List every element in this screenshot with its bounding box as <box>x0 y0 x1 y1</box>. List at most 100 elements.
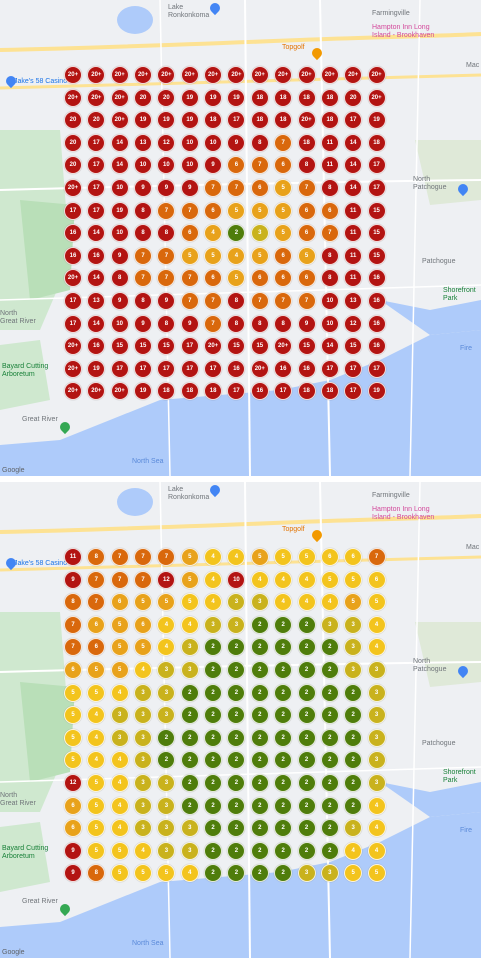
rank-dot[interactable]: 6 <box>110 593 129 612</box>
rank-dot[interactable]: 7 <box>180 292 199 310</box>
rank-dot[interactable]: 2 <box>320 796 339 815</box>
rank-dot[interactable]: 2 <box>274 751 293 770</box>
rank-dot[interactable]: 15 <box>367 224 386 243</box>
rank-dot[interactable]: 4 <box>110 796 129 815</box>
rank-dot[interactable]: 4 <box>110 683 129 702</box>
rank-dot[interactable]: 2 <box>204 638 223 657</box>
rank-dot[interactable]: 2 <box>227 224 246 243</box>
rank-dot[interactable]: 2 <box>274 819 293 838</box>
rank-dot[interactable]: 8 <box>320 179 339 197</box>
rank-dot[interactable]: 7 <box>204 314 223 333</box>
rank-dot[interactable]: 3 <box>134 683 153 702</box>
rank-dot[interactable]: 20+ <box>87 382 106 401</box>
rank-dot[interactable]: 8 <box>134 224 153 243</box>
rank-dot[interactable]: 6 <box>204 269 223 288</box>
rank-dot[interactable]: 3 <box>134 774 153 792</box>
rank-dot[interactable]: 17 <box>110 359 129 378</box>
rank-dot[interactable]: 16 <box>274 359 293 378</box>
rank-dot[interactable]: 2 <box>204 819 223 838</box>
rank-dot[interactable]: 11 <box>64 548 82 566</box>
rank-dot[interactable]: 3 <box>134 728 153 747</box>
rank-dot[interactable]: 9 <box>204 156 223 175</box>
rank-dot[interactable]: 2 <box>250 615 269 634</box>
rank-dot[interactable]: 3 <box>134 706 153 725</box>
rank-dot[interactable]: 8 <box>297 156 316 175</box>
rank-dot[interactable]: 7 <box>134 269 153 288</box>
rank-dot[interactable]: 20 <box>157 88 176 107</box>
rank-dot[interactable]: 4 <box>227 548 246 566</box>
rank-dot[interactable]: 8 <box>250 314 269 333</box>
rank-dot[interactable]: 4 <box>320 593 339 612</box>
rank-dot[interactable]: 3 <box>250 224 269 243</box>
rank-dot[interactable]: 3 <box>297 864 316 883</box>
rank-dot[interactable]: 9 <box>64 864 82 883</box>
rank-dot[interactable]: 20+ <box>110 88 129 107</box>
rank-dot[interactable]: 7 <box>250 156 269 175</box>
rank-dot[interactable]: 10 <box>320 292 339 310</box>
rank-dot[interactable]: 5 <box>134 864 153 883</box>
rank-dot[interactable]: 5 <box>157 593 176 612</box>
rank-dot[interactable]: 2 <box>320 683 339 702</box>
rank-dot[interactable]: 5 <box>297 246 316 265</box>
rank-dot[interactable]: 20+ <box>110 382 129 401</box>
rank-dot[interactable]: 5 <box>110 615 129 634</box>
rank-dot[interactable]: 3 <box>110 706 129 725</box>
rank-dot[interactable]: 5 <box>180 593 199 612</box>
rank-dot[interactable]: 5 <box>344 593 363 612</box>
rank-dot[interactable]: 18 <box>180 382 199 401</box>
rank-dot[interactable]: 2 <box>320 638 339 657</box>
rank-dot[interactable]: 11 <box>344 201 363 220</box>
rank-dot[interactable]: 2 <box>227 774 246 792</box>
rank-dot[interactable]: 18 <box>204 382 223 401</box>
rank-dot[interactable]: 2 <box>204 774 223 792</box>
rank-dot[interactable]: 5 <box>87 774 106 792</box>
rank-dot[interactable]: 4 <box>250 570 269 589</box>
rank-dot[interactable]: 12 <box>157 133 176 152</box>
rank-dot[interactable]: 3 <box>344 819 363 838</box>
rank-dot[interactable]: 6 <box>87 615 106 634</box>
rank-dot[interactable]: 18 <box>250 88 269 107</box>
rank-dot[interactable]: 6 <box>297 201 316 220</box>
rank-dot[interactable]: 11 <box>344 224 363 243</box>
rank-dot[interactable]: 20+ <box>64 382 82 401</box>
rank-dot[interactable]: 2 <box>274 864 293 883</box>
rank-dot[interactable]: 20+ <box>110 66 129 84</box>
rank-dot[interactable]: 4 <box>274 593 293 612</box>
rank-dot[interactable]: 4 <box>227 246 246 265</box>
rank-dot[interactable]: 5 <box>250 246 269 265</box>
rank-dot[interactable]: 10 <box>180 133 199 152</box>
rank-dot[interactable]: 20+ <box>134 66 153 84</box>
rank-dot[interactable]: 4 <box>87 728 106 747</box>
rank-dot[interactable]: 20 <box>64 156 82 175</box>
rank-dot[interactable]: 3 <box>110 728 129 747</box>
rank-dot[interactable]: 2 <box>227 661 246 679</box>
rank-dot[interactable]: 3 <box>344 615 363 634</box>
rank-dot[interactable]: 2 <box>320 841 339 860</box>
rank-dot[interactable]: 3 <box>157 683 176 702</box>
rank-dot[interactable]: 4 <box>367 841 386 860</box>
rank-dot[interactable]: 14 <box>87 224 106 243</box>
rank-dot[interactable]: 2 <box>274 706 293 725</box>
rank-dot[interactable]: 4 <box>204 570 223 589</box>
rank-dot[interactable]: 20+ <box>64 359 82 378</box>
rank-dot[interactable]: 6 <box>64 661 82 679</box>
rank-dot[interactable]: 17 <box>227 111 246 130</box>
rank-dot[interactable]: 5 <box>87 819 106 838</box>
rank-dot[interactable]: 20+ <box>64 88 82 107</box>
rank-dot[interactable]: 20+ <box>157 66 176 84</box>
place-label-shorefront[interactable]: Shorefront Park <box>443 287 476 302</box>
rank-dot[interactable]: 2 <box>250 661 269 679</box>
rank-dot[interactable]: 20+ <box>64 269 82 288</box>
rank-dot[interactable]: 8 <box>64 593 82 612</box>
rank-dot[interactable]: 8 <box>134 201 153 220</box>
rank-dot[interactable]: 4 <box>180 615 199 634</box>
rank-dot[interactable]: 17 <box>344 111 363 130</box>
rank-dot[interactable]: 5 <box>227 269 246 288</box>
rank-dot[interactable]: 17 <box>367 156 386 175</box>
rank-dot[interactable]: 2 <box>344 683 363 702</box>
rank-dot[interactable]: 7 <box>134 548 153 566</box>
rank-dot[interactable]: 7 <box>110 570 129 589</box>
rank-dot[interactable]: 10 <box>180 156 199 175</box>
rank-dot[interactable]: 20+ <box>320 66 339 84</box>
rank-dot[interactable]: 5 <box>87 841 106 860</box>
